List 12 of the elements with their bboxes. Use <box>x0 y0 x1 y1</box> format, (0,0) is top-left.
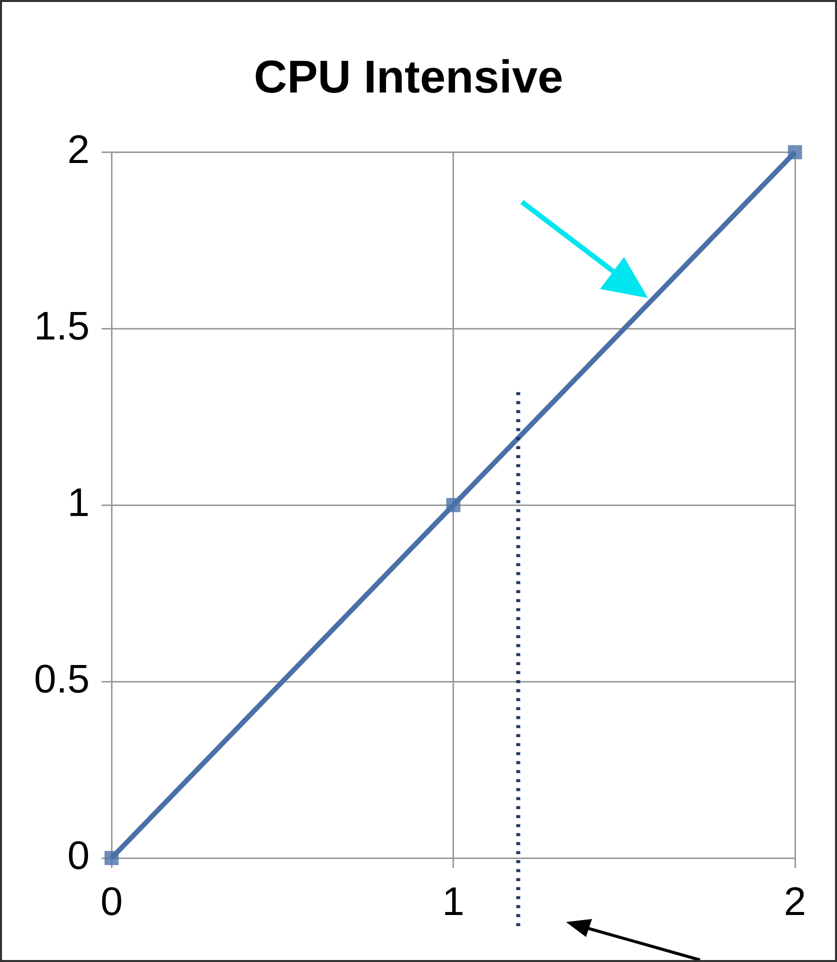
point <box>446 498 460 512</box>
chart-title: CPU Intensive <box>254 50 564 102</box>
y-tick-label: 2 <box>67 128 90 172</box>
x-tick-label: 1 <box>442 880 464 924</box>
x-tick-label: 2 <box>784 880 806 924</box>
y-tick-label: 1.5 <box>34 304 90 349</box>
y-tick-label: 1 <box>67 481 90 526</box>
point <box>788 145 802 160</box>
y-tick-label: 0 <box>67 834 90 878</box>
x-tick-label: 0 <box>100 880 123 924</box>
y-tick-label: 0.5 <box>34 658 90 702</box>
point <box>104 850 119 866</box>
